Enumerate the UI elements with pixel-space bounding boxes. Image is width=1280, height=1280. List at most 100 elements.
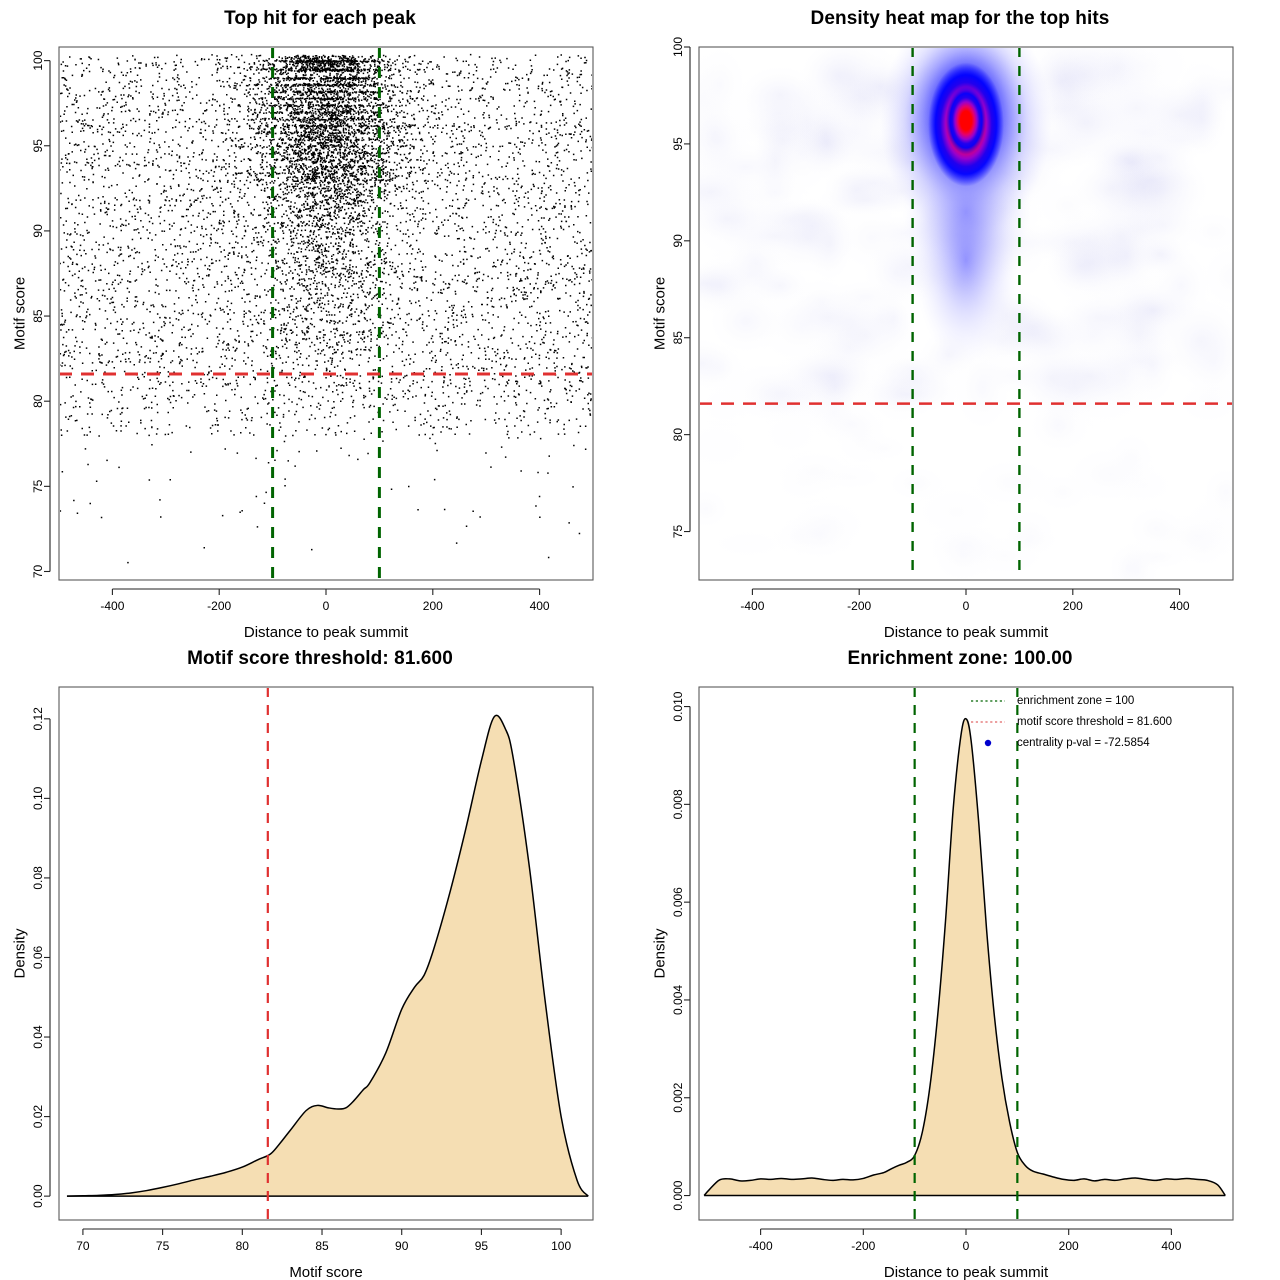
density-area-group [703, 717, 1226, 1197]
y-tick-label: 90 [31, 224, 45, 238]
x-tick-label: 400 [1161, 1239, 1181, 1253]
heatmap-haze-blob [1176, 381, 1232, 425]
x-tick-label: 200 [1063, 599, 1083, 613]
heatmap-haze-blob [1099, 113, 1191, 154]
y-tick-label: 95 [671, 137, 685, 151]
y-tick-label: 0.00 [31, 1184, 45, 1208]
y-axis-label: Density [12, 928, 29, 979]
y-tick-label: 75 [31, 479, 45, 493]
x-tick-label: 70 [76, 1239, 90, 1253]
x-tick-label: -400 [740, 599, 764, 613]
density-outline [66, 714, 589, 1197]
legend-label: motif score threshold = 81.600 [1017, 716, 1172, 728]
reference-lines [700, 48, 1232, 579]
y-tick-label: 85 [671, 331, 685, 345]
x-tick-label: -200 [851, 1239, 875, 1253]
panel-bottom-right: Enrichment zone: 100.00 -400 -200 0 200 400 D… [640, 640, 1280, 1280]
panel-title-top-right: Density heat map for the top hits [810, 8, 1110, 29]
panel-bottom-left: Motif score threshold: 81.600 70 75 80 85 90… [0, 640, 640, 1280]
x-tick-label: -400 [100, 599, 124, 613]
heatmap-haze-blob [700, 146, 757, 238]
heatmap-haze-blob [1064, 445, 1156, 504]
legend: enrichment zone = 100 motif score thresho… [971, 695, 1172, 749]
y-tick-label: 0.06 [31, 945, 45, 969]
x-tick-label: 95 [475, 1239, 489, 1253]
heatmap-haze-blob [923, 523, 1009, 566]
x-tick-label: 200 [423, 599, 443, 613]
heatmap-haze-blob [1176, 526, 1232, 572]
scatter-point-marks [60, 53, 592, 564]
plot-frame [698, 46, 1234, 581]
x-tick-label: 400 [530, 599, 550, 613]
y-tick-label: 70 [31, 564, 45, 578]
heatmap-haze-blob [1086, 48, 1199, 108]
y-tick-label: 0.002 [671, 1082, 685, 1112]
x-axis-label: Distance to peak summit [884, 624, 1049, 640]
x-axis-label: Motif score [289, 1264, 362, 1280]
heatmap-haze-blob [1200, 243, 1232, 310]
y-tick-label: 100 [31, 50, 45, 70]
density-fill [66, 715, 589, 1197]
y-tick-label: 85 [31, 309, 45, 323]
y-tick-label: 0.08 [31, 866, 45, 890]
density-outline [703, 717, 1226, 1197]
x-tick-label: 0 [963, 599, 970, 613]
heatmap-haze-blob [1000, 526, 1057, 555]
y-tick-label: 90 [671, 234, 685, 248]
x-tick-label: 75 [156, 1239, 170, 1253]
x-tick-label: 0 [323, 599, 330, 613]
heatmap-haze-blob [700, 48, 748, 125]
reference-lines [60, 48, 592, 579]
heatmap-haze-blob [1183, 210, 1232, 254]
heatmap-haze-blob [728, 233, 784, 293]
heatmap-surface [700, 48, 1232, 579]
y-axis-label: Density [652, 928, 669, 979]
heatmap-haze-blob [822, 163, 891, 216]
heatmap-haze-blob [835, 203, 909, 272]
heatmap-haze-blob [1013, 339, 1093, 418]
density-plot-motif-score: 70 75 80 85 90 95 100 Motif score 0.00 0.02 0.04 0.… [12, 686, 594, 1280]
heatmap-haze-blob [769, 462, 838, 506]
y-axis-label: Motif score [12, 277, 29, 350]
y-tick-label: 95 [31, 139, 45, 153]
panel-top-right: Density heat map for the top hits [640, 0, 1280, 640]
heatmap-haze-blob [1026, 397, 1095, 455]
legend-marker-centrality-pval [984, 739, 992, 747]
heatmap-haze-blob [1078, 196, 1162, 278]
x-tick-label: 100 [551, 1239, 571, 1253]
y-tick-label: 0.04 [31, 1025, 45, 1049]
x-axis-label: Distance to peak summit [884, 1264, 1049, 1280]
heatmap-haze-blob [867, 358, 934, 428]
legend-label: enrichment zone = 100 [1017, 695, 1134, 707]
scatter-plot-top-hits: -400 -200 0 200 400 Distance to peak summit 70… [12, 46, 594, 640]
panel-title-bottom-right: Enrichment zone: 100.00 [847, 648, 1073, 669]
plot-frame [698, 686, 1234, 1221]
heatmap-haze-blob [952, 342, 1012, 433]
x-tick-label: 80 [236, 1239, 250, 1253]
heatmap-haze-blob [700, 488, 730, 530]
x-axis-label: Distance to peak summit [244, 624, 409, 640]
y-tick-label: 100 [671, 37, 685, 57]
density-plot-distance: -400 -200 0 200 400 Distance to peak summit 0.… [652, 686, 1234, 1280]
y-tick-label: 0.10 [31, 786, 45, 810]
panel-top-left: Top hit for each peak -400 -200 0 200 400 Dis… [0, 0, 640, 640]
heatmap-haze-blob [752, 113, 814, 168]
y-tick-label: 0.12 [31, 707, 45, 731]
y-tick-label: 0.02 [31, 1105, 45, 1129]
heatmap-haze-blob [700, 416, 759, 475]
heatmap-haze-blob [858, 434, 910, 462]
heatmap-haze-blob [703, 527, 794, 561]
heatmap-haze-blob [784, 508, 855, 561]
heatmap-core [946, 86, 986, 155]
heatmap-haze-blob [886, 465, 947, 502]
x-tick-label: -200 [847, 599, 871, 613]
heatmap-haze-blob [1114, 539, 1161, 579]
x-tick-label: 0 [963, 1239, 970, 1253]
y-tick-label: 80 [31, 394, 45, 408]
y-tick-label: 0.010 [671, 691, 685, 721]
x-tick-label: 90 [395, 1239, 409, 1253]
density-fill [704, 718, 1226, 1196]
plot-frame [58, 46, 594, 581]
heatmap-plot-density: -400 -200 0 200 400 Distance to peak summit 75… [652, 37, 1234, 640]
